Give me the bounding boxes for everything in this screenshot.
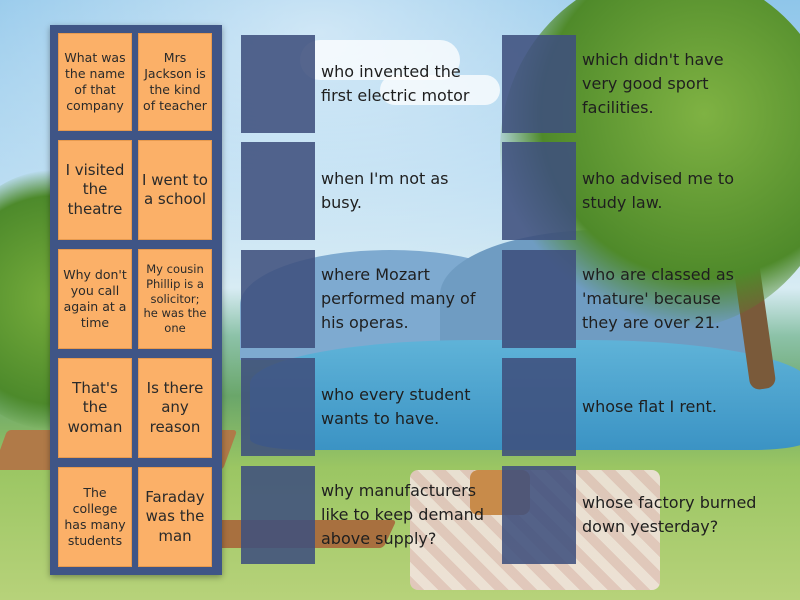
answer-tile[interactable]: My cousin Phillip is a solicitor; he was… <box>138 249 212 349</box>
answer-tile[interactable]: That's the woman <box>58 358 132 458</box>
tile-text: I went to a school <box>142 170 208 208</box>
answer-tile[interactable]: The college has many students <box>58 467 132 567</box>
tile-text: I visited the theatre <box>65 161 125 218</box>
tile-text: Is there any reason <box>146 379 204 436</box>
drop-slot[interactable] <box>241 35 315 133</box>
clue-text: when I'm not as busy. <box>321 169 449 212</box>
clue-text: who advised me to study law. <box>582 169 734 212</box>
answer-tile[interactable]: I went to a school <box>138 140 212 240</box>
clue-text: why manufacturers like to keep demand ab… <box>321 481 484 548</box>
clue-text: which didn't have very good sport facili… <box>582 50 724 117</box>
tile-text: The college has many students <box>64 485 126 548</box>
cloud <box>300 40 460 80</box>
tile-text: Mrs Jackson is the kind of teacher <box>143 50 207 113</box>
drop-slot[interactable] <box>241 142 315 240</box>
answer-tile[interactable]: What was the name of that company <box>58 33 132 131</box>
answer-tile[interactable]: I visited the theatre <box>58 140 132 240</box>
drop-slot[interactable] <box>502 250 576 348</box>
tile-text: Faraday was the man <box>145 488 205 545</box>
clue-text: who are classed as 'mature' because they… <box>582 265 735 332</box>
answer-tile[interactable]: Mrs Jackson is the kind of teacher <box>138 33 212 131</box>
drop-slot[interactable] <box>241 250 315 348</box>
drop-slot[interactable] <box>241 466 315 564</box>
tile-bank: What was the name of that company Mrs Ja… <box>50 25 222 575</box>
clue-text: where Mozart performed many of his opera… <box>321 265 476 332</box>
drop-slot[interactable] <box>241 358 315 456</box>
answer-tile[interactable]: Why don't you call again at a time <box>58 249 132 349</box>
answer-tile[interactable]: Faraday was the man <box>138 467 212 567</box>
drop-slot[interactable] <box>502 35 576 133</box>
clue-text: who every student wants to have. <box>321 385 471 428</box>
clue-text: whose flat I rent. <box>582 397 717 416</box>
cloud <box>380 75 500 105</box>
drop-slot[interactable] <box>502 142 576 240</box>
clue-text: who invented the first electric motor <box>321 62 470 105</box>
clue-text: whose factory burned down yesterday? <box>582 493 757 536</box>
tile-text: My cousin Phillip is a solicitor; he was… <box>143 262 207 336</box>
answer-tile[interactable]: Is there any reason <box>138 358 212 458</box>
drop-slot[interactable] <box>502 466 576 564</box>
drop-slot[interactable] <box>502 358 576 456</box>
tile-text: That's the woman <box>67 379 123 436</box>
tile-text: Why don't you call again at a time <box>63 267 127 330</box>
tile-text: What was the name of that company <box>64 50 126 113</box>
